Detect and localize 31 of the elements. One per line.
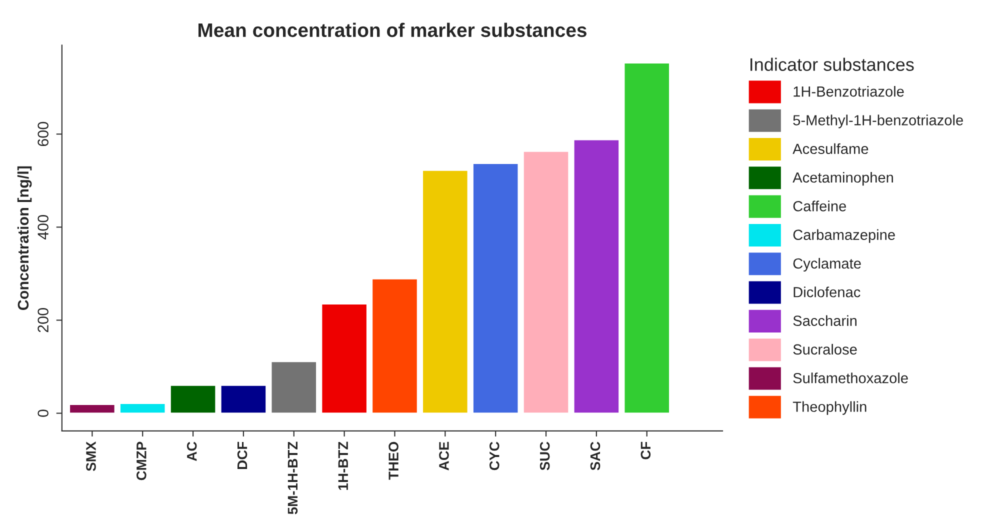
x-tick-label: THEO xyxy=(388,442,398,480)
legend-label: Diclofenac xyxy=(794,286,860,298)
y-tick-label: 0 xyxy=(38,410,48,417)
y-tick-label: 200 xyxy=(38,308,48,332)
x-tick-label: SAC xyxy=(590,442,600,470)
x-tick-label: SMX xyxy=(86,441,96,472)
x-tick-label: CMZP xyxy=(136,442,146,480)
legend-title: Indicator substances xyxy=(750,58,914,71)
x-tick-label: DCF xyxy=(237,442,248,469)
legend-label: 5-Methyl-1H-benzotriazole xyxy=(793,114,963,128)
legend-label: Saccharin xyxy=(793,315,856,326)
x-tick-label: SUC xyxy=(540,442,550,470)
y-tick-label: 400 xyxy=(38,214,48,240)
y-tick-label: 600 xyxy=(38,122,48,146)
y-axis-title: Concentration [ng/l] xyxy=(17,166,32,310)
x-tick-label: CF xyxy=(640,442,651,460)
x-tick-label: ACE xyxy=(439,442,449,470)
legend-label: Theophyllin xyxy=(792,401,866,415)
legend-label: Sulfamethoxazole xyxy=(793,372,908,384)
legend-label: Cyclamate xyxy=(793,258,861,272)
legend-label: 1H-Benzotriazole xyxy=(794,86,904,97)
x-tick-label: 1H-BTZ xyxy=(338,442,348,490)
legend-label: Acesulfame xyxy=(792,143,868,154)
legend-label: Acetaminophen xyxy=(792,172,893,186)
legend-label: Sucralose xyxy=(793,344,857,355)
x-tick-label: CYC xyxy=(489,442,500,470)
x-tick-label: 5M-1H-BTZ xyxy=(288,442,298,514)
legend-label: Carbamazepine xyxy=(793,229,895,243)
chart-title: Mean concentration of marker substances xyxy=(198,22,586,38)
legend-label: Caffeine xyxy=(793,200,846,212)
x-tick-label: AC xyxy=(186,442,197,462)
